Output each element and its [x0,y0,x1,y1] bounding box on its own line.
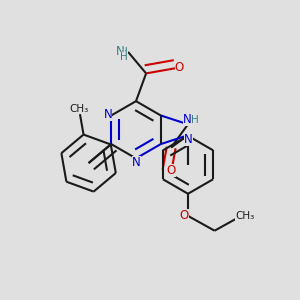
Text: O: O [167,164,176,177]
Text: CH₃: CH₃ [69,104,89,114]
Text: H: H [191,115,199,125]
Text: N: N [132,156,141,169]
Text: N: N [116,45,125,58]
Text: N: N [104,108,112,121]
Text: H: H [121,46,128,57]
Text: H: H [121,52,128,62]
Text: CH₃: CH₃ [235,211,254,220]
Text: N: N [183,113,192,127]
Text: N: N [184,133,193,146]
Text: O: O [175,61,184,74]
Text: O: O [179,209,189,222]
